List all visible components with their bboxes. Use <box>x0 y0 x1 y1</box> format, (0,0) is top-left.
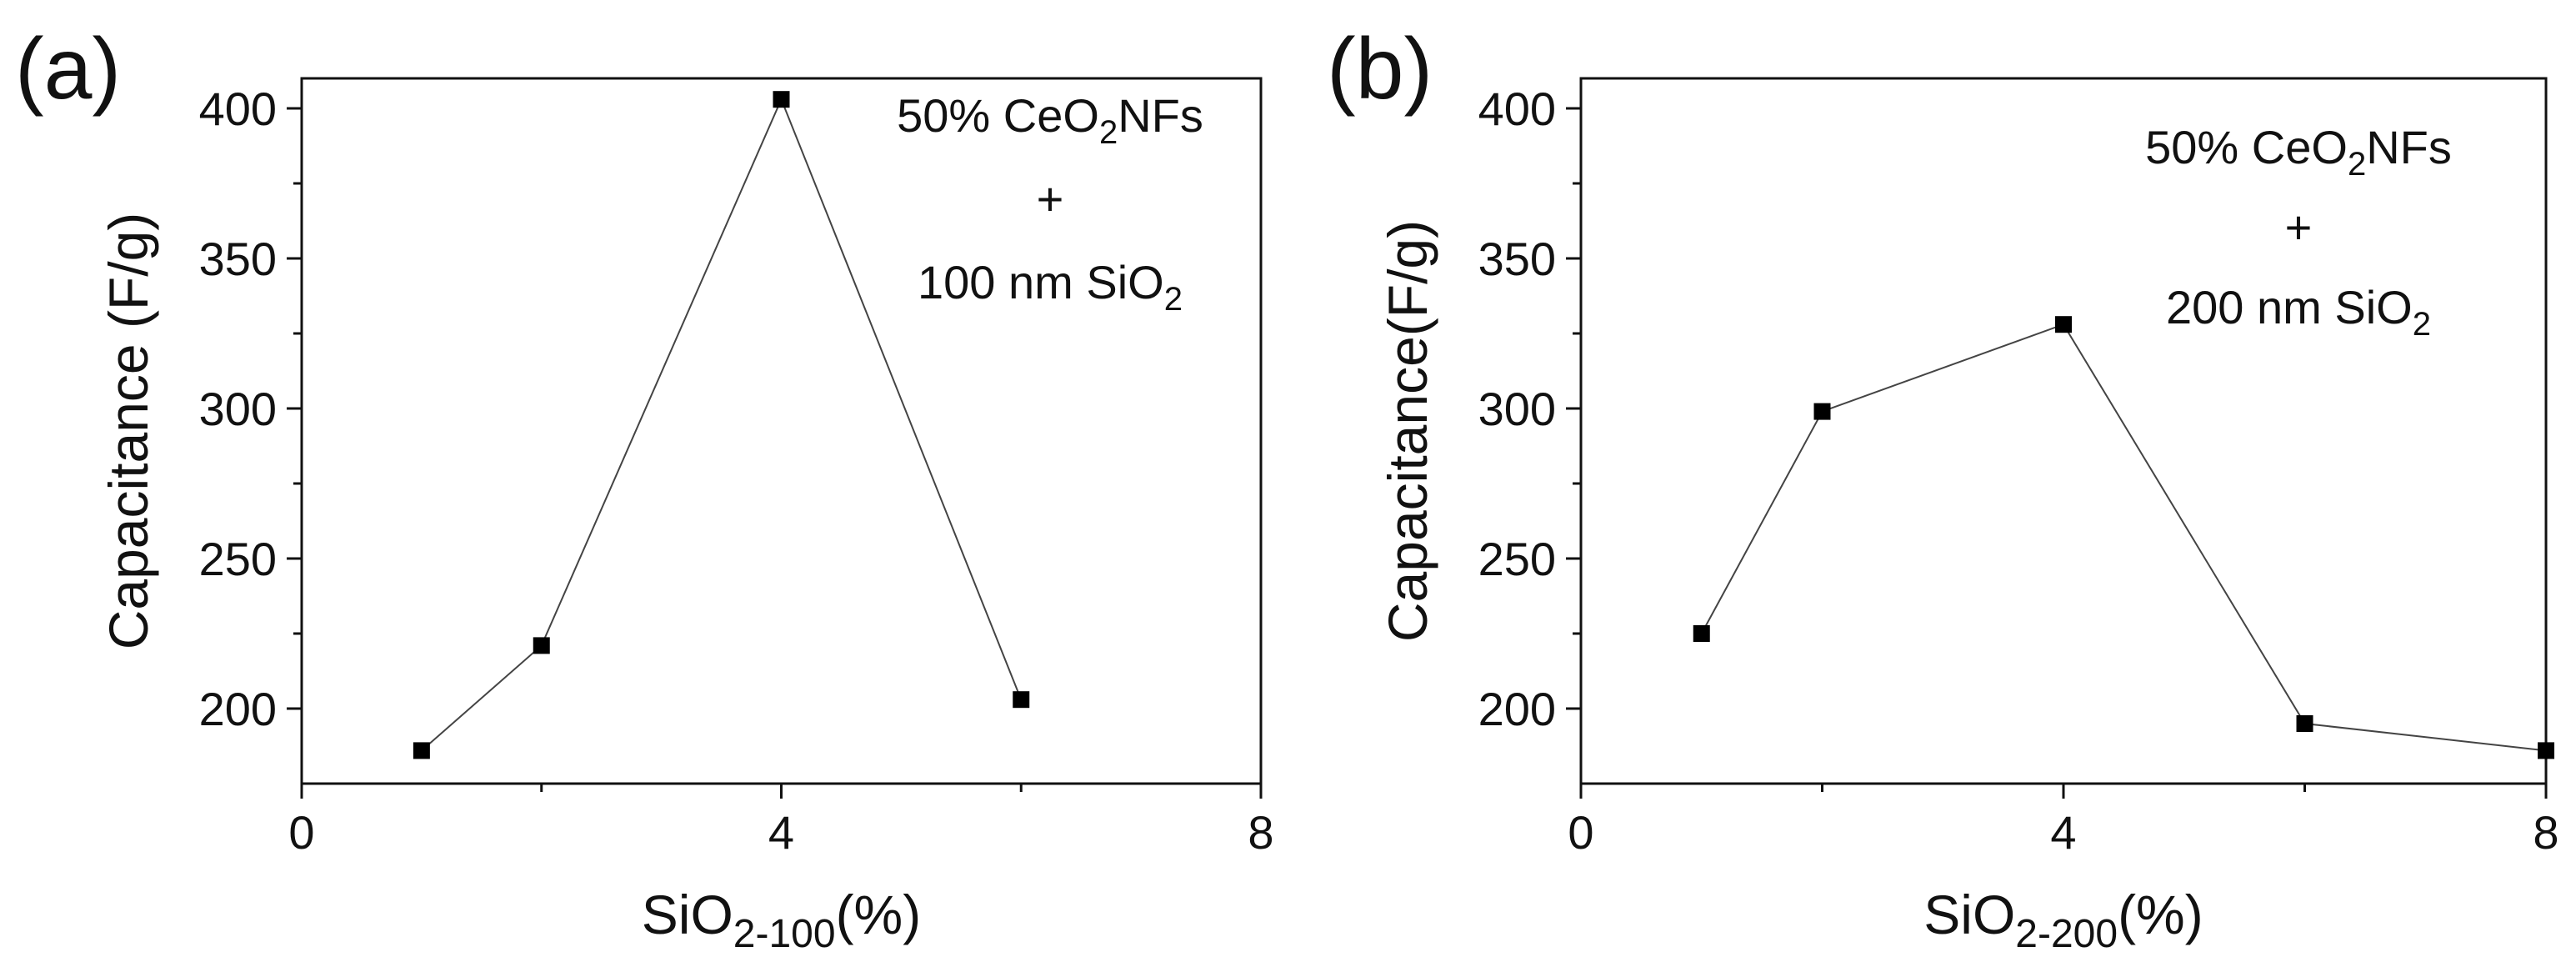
y-tick-label: 400 <box>1478 83 1556 135</box>
series-line <box>421 97 1023 752</box>
data-point <box>413 742 430 759</box>
x-tick-label: 0 <box>1568 806 1593 859</box>
panel-label: (b) <box>1327 21 1433 118</box>
y-tick-label: 400 <box>199 83 277 135</box>
annotation-line-1: 50% CeO2NFs <box>897 89 1203 151</box>
y-tick-label: 300 <box>199 383 277 435</box>
y-tick-label: 200 <box>1478 683 1556 735</box>
x-axis-label: SiO2-100(%) <box>642 884 921 956</box>
data-point <box>533 637 550 654</box>
data-point <box>2538 742 2554 759</box>
data-point <box>1813 403 1831 420</box>
data-point <box>1013 691 1030 709</box>
x-tick-label: 8 <box>2533 806 2558 859</box>
y-tick-label: 250 <box>1478 533 1556 585</box>
plot-frame <box>1579 77 2548 785</box>
data-point <box>2055 316 2072 333</box>
annotation-line-2: + <box>1037 173 1064 225</box>
chart-panel-a: (a) 200 250 300 350 400 0 4 8 SiO2-100(%) Capacita… <box>15 21 1274 956</box>
series-line <box>1700 323 2547 752</box>
y-axis-label: Capacitance (F/g) <box>98 213 159 650</box>
x-tick-label: 4 <box>768 806 794 859</box>
data-point <box>773 91 790 108</box>
y-tick-label: 350 <box>199 233 277 285</box>
data-point <box>2296 715 2313 732</box>
annotation-line-3: 200 nm SiO2 <box>2166 281 2431 343</box>
y-tick-label: 350 <box>1478 233 1556 285</box>
data-point <box>1693 625 1710 642</box>
annotation-line-2: + <box>2285 201 2313 253</box>
y-tick-label: 300 <box>1478 383 1556 435</box>
x-tick-label: 0 <box>288 806 314 859</box>
y-tick-label: 250 <box>199 533 277 585</box>
y-tick-label: 200 <box>199 683 277 735</box>
y-axis-label: Capacitance(F/g) <box>1377 220 1438 642</box>
panel-label: (a) <box>15 21 121 118</box>
x-tick-label: 4 <box>2050 806 2076 859</box>
x-tick-label: 8 <box>1248 806 1273 859</box>
x-axis-label: SiO2-200(%) <box>1923 884 2203 956</box>
chart-panel-b: (b) 200 250 300 350 400 0 4 8 SiO2-200(%) Capacita… <box>1327 21 2559 956</box>
annotation-line-3: 100 nm SiO2 <box>918 256 1183 318</box>
annotation-line-1: 50% CeO2NFs <box>2145 121 2452 183</box>
plot-frame <box>300 77 1263 785</box>
